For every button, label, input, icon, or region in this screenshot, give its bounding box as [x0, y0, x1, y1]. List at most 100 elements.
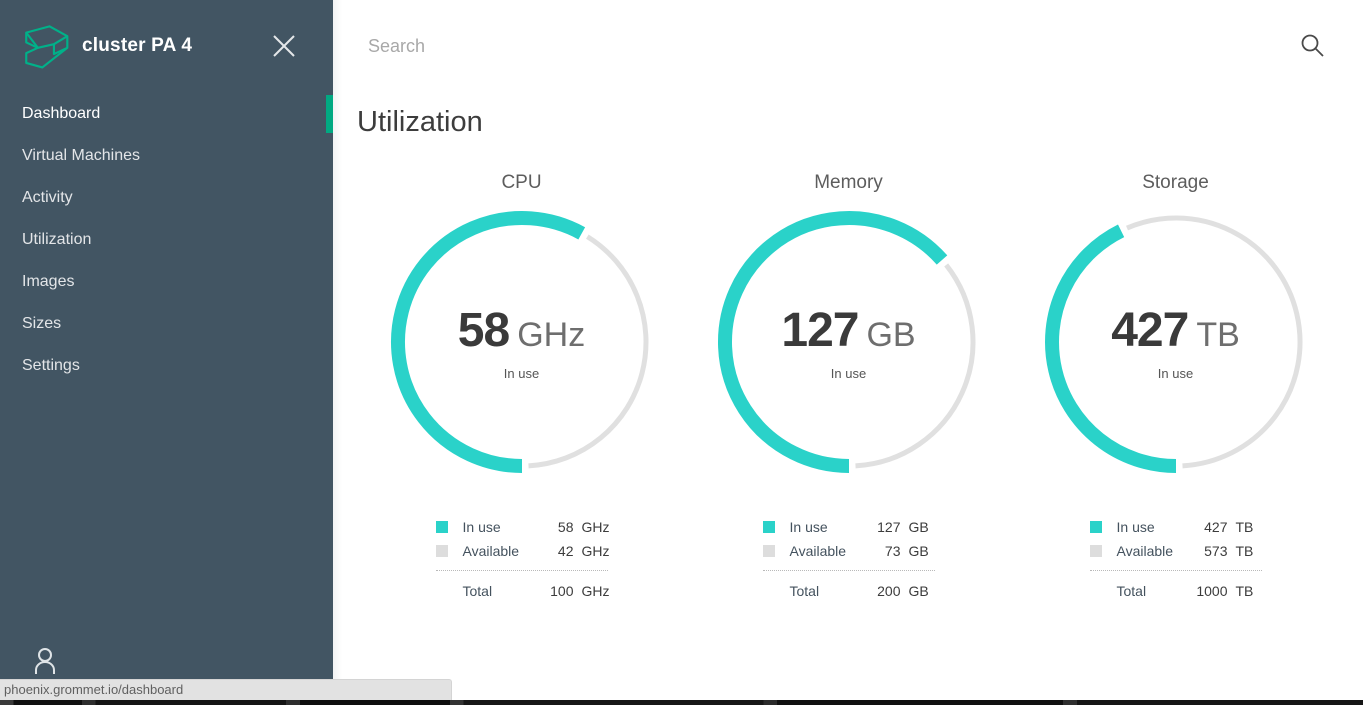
sidebar-item-label: Images: [22, 273, 75, 290]
available-swatch: [1089, 545, 1102, 557]
legend-label: Available: [462, 543, 520, 559]
available-swatch: [435, 545, 448, 557]
legend-unit: GHz: [581, 583, 610, 599]
sidebar-item-virtual-machines[interactable]: Virtual Machines: [0, 135, 333, 177]
sidebar: cluster PA 4 Dashboard Virtual Machines …: [0, 0, 333, 705]
taskbar-edge: [0, 700, 1363, 705]
meter-caption: In use: [1157, 366, 1194, 381]
meter-value: 127: [781, 304, 859, 357]
person-icon: [35, 648, 55, 674]
meter-value: 58: [457, 304, 510, 357]
meter-caption: In use: [830, 366, 867, 381]
spacer: [1090, 585, 1102, 597]
sidebar-item-activity[interactable]: Activity: [0, 177, 333, 219]
sidebar-item-label: Virtual Machines: [22, 147, 140, 164]
in-use-swatch: [1089, 521, 1102, 533]
legend-row-total: Total 100 GHz: [436, 579, 610, 603]
sidebar-item-label: Sizes: [22, 315, 62, 332]
grommet-logo-icon: [25, 24, 69, 68]
meter-in-use-arc: [717, 211, 947, 473]
cpu-donut-meter: 58 GHz In use: [387, 207, 657, 477]
donut-chart: [717, 211, 975, 473]
legend-unit: TB: [1235, 519, 1254, 535]
sidebar-item-sizes[interactable]: Sizes: [0, 303, 333, 345]
meter-title: Storage: [1142, 172, 1209, 193]
legend-unit: GB: [908, 519, 929, 535]
legend-value: 1000: [1196, 583, 1228, 599]
meter-center-value: 427 TB In use: [1041, 207, 1311, 477]
legend-row-in-use: In use 427 TB: [1089, 515, 1262, 539]
sidebar-item-utilization[interactable]: Utilization: [0, 219, 333, 261]
legend-unit: TB: [1235, 583, 1254, 599]
sidebar-item-images[interactable]: Images: [0, 261, 333, 303]
sidebar-item-label: Utilization: [22, 231, 92, 248]
legend-value: 573: [1204, 543, 1228, 559]
meter-value: 427: [1111, 304, 1189, 357]
browser-status-bar: phoenix.grommet.io/dashboard: [0, 679, 452, 700]
meter-in-use-arc: [390, 211, 585, 473]
legend-label: Available: [1116, 543, 1174, 559]
donut-chart: [1044, 215, 1302, 473]
sidebar-nav: Dashboard Virtual Machines Activity Util…: [0, 91, 333, 387]
legend-unit: GB: [908, 543, 929, 559]
close-icon[interactable]: [269, 31, 299, 61]
legend-row-available: Available 73 GB: [762, 539, 935, 563]
sidebar-item-settings[interactable]: Settings: [0, 345, 333, 387]
sidebar-header: cluster PA 4: [0, 0, 333, 91]
meter-unit: GB: [866, 316, 916, 354]
legend-separator: [1089, 570, 1262, 571]
meter-caption: In use: [503, 366, 540, 381]
legend-separator: [435, 570, 608, 571]
legend-label: Total: [462, 583, 493, 599]
available-swatch: [762, 545, 775, 557]
user-menu-button[interactable]: [32, 647, 58, 679]
legend-label: In use: [462, 519, 501, 535]
storage-meter-section: Storage 427 TB In use: [1012, 143, 1339, 603]
meter-title: CPU: [501, 172, 542, 193]
utilization-meters: CPU 58 GHz In use: [333, 143, 1363, 603]
meter-available-arc: [854, 263, 975, 469]
search-icon[interactable]: [1298, 32, 1326, 60]
storage-legend: In use 427 TB Available 573 TB Total: [1089, 515, 1262, 603]
legend-value: 427: [1204, 519, 1228, 535]
spacer: [763, 585, 775, 597]
in-use-swatch: [762, 521, 775, 533]
spacer: [436, 585, 448, 597]
legend-value: 127: [877, 519, 901, 535]
legend-row-available: Available 573 TB: [1089, 539, 1262, 563]
legend-label: Available: [789, 543, 847, 559]
legend-unit: GHz: [581, 543, 610, 559]
search-input[interactable]: [368, 35, 1298, 57]
legend-label: In use: [1116, 519, 1155, 535]
memory-meter-section: Memory 127 GB In use: [685, 143, 1012, 603]
legend-row-total: Total 1000 TB: [1090, 579, 1262, 603]
cpu-legend: In use 58 GHz Available 42 GHz Total: [435, 515, 610, 603]
legend-row-total: Total 200 GB: [763, 579, 935, 603]
in-use-swatch: [435, 521, 448, 533]
legend-row-available: Available 42 GHz: [435, 539, 610, 563]
active-indicator: [326, 95, 333, 133]
memory-legend: In use 127 GB Available 73 GB Total: [762, 515, 935, 603]
legend-label: Total: [789, 583, 820, 599]
memory-donut-meter: 127 GB In use: [714, 207, 984, 477]
legend-row-in-use: In use 127 GB: [762, 515, 935, 539]
sidebar-item-dashboard[interactable]: Dashboard: [0, 93, 333, 135]
search-header: [333, 0, 1363, 92]
storage-donut-meter: 427 TB In use: [1041, 207, 1311, 477]
legend-value: 58: [557, 519, 574, 535]
legend-unit: GB: [908, 583, 929, 599]
legend-label: Total: [1116, 583, 1147, 599]
meter-center-value: 58 GHz In use: [387, 207, 657, 477]
donut-chart: [390, 211, 648, 473]
meter-unit: GHz: [517, 316, 586, 354]
app-title: cluster PA 4: [82, 34, 193, 56]
sidebar-item-label: Dashboard: [22, 105, 101, 122]
sidebar-item-label: Settings: [22, 357, 80, 374]
legend-label: In use: [789, 519, 828, 535]
cpu-meter-section: CPU 58 GHz In use: [358, 143, 685, 603]
meter-title: Memory: [814, 172, 883, 193]
meter-in-use-arc: [1044, 224, 1176, 473]
legend-row-in-use: In use 58 GHz: [435, 515, 610, 539]
legend-value: 42: [557, 543, 574, 559]
